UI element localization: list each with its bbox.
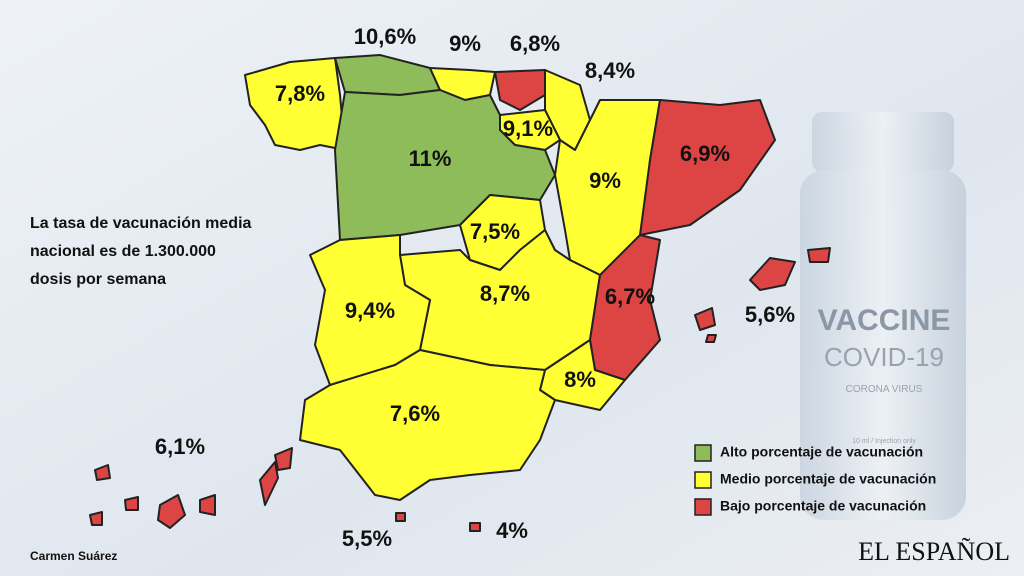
region — [469, 522, 481, 532]
region-label: 6,9% — [680, 141, 730, 166]
note-line: La tasa de vacunación media — [30, 215, 252, 232]
region — [299, 349, 556, 501]
region-label: 9,4% — [345, 298, 395, 323]
region — [259, 461, 279, 506]
region-label: 9% — [589, 168, 621, 193]
vial: VACCINE COVID-19 CORONA VIRUS 10 ml / In… — [800, 112, 966, 520]
region — [94, 464, 111, 481]
note: La tasa de vacunación media nacional es … — [30, 215, 252, 288]
region — [199, 494, 216, 516]
region-label: 10,6% — [354, 24, 416, 49]
region-label: 9,1% — [503, 116, 553, 141]
region-label: 6,1% — [155, 434, 205, 459]
region-label: 8% — [564, 367, 596, 392]
region — [694, 307, 716, 331]
region — [274, 447, 293, 471]
legend-swatch — [694, 471, 712, 489]
legend: Alto porcentaje de vacunación Medio porce… — [694, 444, 936, 516]
region-label: 6,8% — [510, 31, 560, 56]
legend-label: Alto porcentaje de vacunación — [720, 444, 923, 460]
vial-text: 10 ml / Injection only — [852, 438, 916, 445]
note-line: dosis por semana — [30, 271, 166, 288]
legend-label: Bajo porcentaje de vacunación — [720, 498, 926, 514]
region-label: 5,5% — [342, 526, 392, 551]
region — [157, 494, 186, 529]
legend-label: Medio porcentaje de vacunación — [720, 471, 936, 487]
map — [89, 54, 831, 532]
region-label: 6,7% — [605, 284, 655, 309]
region — [494, 69, 546, 111]
region-label: 7,5% — [470, 219, 520, 244]
region — [244, 57, 346, 151]
vial-text: VACCINE — [818, 304, 951, 337]
region — [309, 234, 431, 386]
logo: EL ESPAÑOL — [858, 537, 1010, 566]
region — [705, 334, 717, 343]
region — [89, 511, 103, 526]
vial-text: COVID-19 — [824, 342, 944, 372]
region-label: 7,6% — [390, 401, 440, 426]
labels: 7,8% 10,6% 9% 6,8% 8,4% 9,1% 11% 9% 6,9% 7,5% 8,7%… — [155, 24, 795, 551]
region-label: 7,8% — [275, 81, 325, 106]
region — [807, 247, 831, 263]
region-label: 4% — [496, 518, 528, 543]
legend-swatch — [694, 444, 712, 462]
region-label: 5,6% — [745, 302, 795, 327]
author: Carmen Suárez — [30, 549, 117, 563]
region-label: 8,4% — [585, 58, 635, 83]
region — [395, 512, 406, 522]
region — [749, 257, 796, 291]
region — [124, 496, 139, 511]
region-label: 8,7% — [480, 281, 530, 306]
region — [639, 99, 776, 236]
note-line: nacional es de 1.300.000 — [30, 243, 216, 260]
region-label: 11% — [409, 146, 452, 171]
legend-swatch — [694, 498, 712, 516]
vial-text: CORONA VIRUS — [846, 384, 923, 395]
region-label: 9% — [449, 31, 481, 56]
